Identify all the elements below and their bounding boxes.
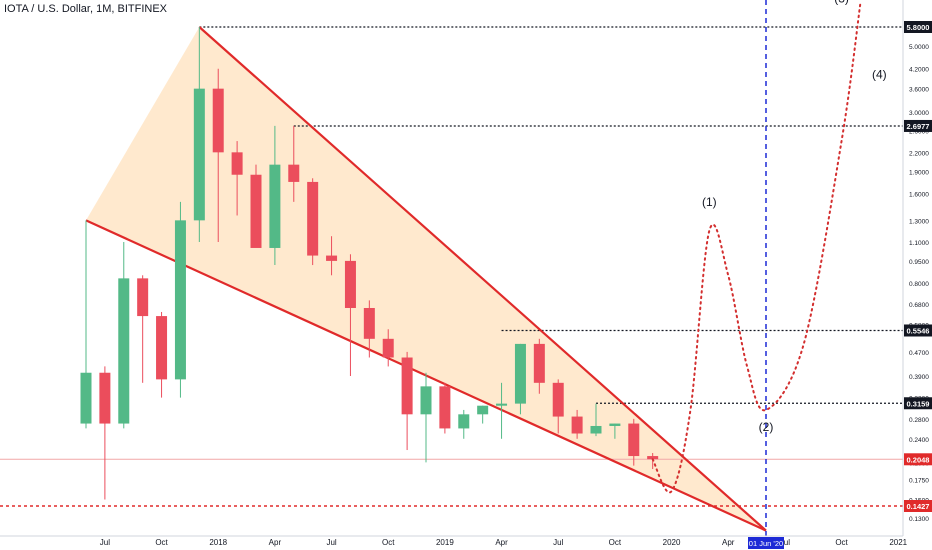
y-tick-label: 0.4700	[909, 350, 929, 357]
x-tick-label: 2020	[663, 538, 681, 547]
candle-body[interactable]	[477, 405, 489, 415]
price-badge	[904, 500, 932, 512]
wave-label: (4)	[872, 67, 887, 81]
y-tick-label: 0.3900	[909, 374, 929, 381]
candle-body[interactable]	[496, 403, 508, 406]
y-tick-label: 1.9000	[909, 169, 929, 176]
price-badge	[904, 397, 932, 410]
candle-body[interactable]	[647, 456, 659, 460]
x-tick-label: Jul	[553, 538, 563, 547]
candle-body[interactable]	[590, 425, 602, 434]
candle-body[interactable]	[533, 343, 545, 383]
y-tick-label: 0.1750	[909, 478, 929, 485]
x-tick-label: Oct	[155, 538, 168, 547]
candle-body[interactable]	[118, 278, 130, 424]
upper-trendline[interactable]	[198, 26, 767, 532]
price-badge	[904, 119, 932, 132]
candle-body[interactable]	[514, 343, 526, 404]
y-tick-label: 2.2000	[909, 150, 929, 157]
price-badge	[904, 324, 932, 337]
wave-label: (3)	[834, 0, 849, 6]
y-tick-label: 1.1000	[909, 240, 929, 247]
price-badge-label: 2.6977	[907, 122, 930, 131]
candle-body[interactable]	[401, 357, 413, 415]
price-badge-label: 0.3159	[907, 399, 930, 408]
candle-body[interactable]	[609, 423, 621, 426]
candle-body[interactable]	[628, 423, 640, 457]
price-badge-label: 0.2048	[907, 455, 930, 464]
x-tick-label: Oct	[609, 538, 622, 547]
x-tick-label: Jul	[780, 538, 790, 547]
candle-body[interactable]	[174, 220, 186, 380]
candle-body[interactable]	[269, 164, 281, 248]
candle-body[interactable]	[439, 386, 451, 429]
y-tick-label: 3.0000	[909, 110, 929, 117]
x-tick-label: Apr	[722, 538, 735, 547]
candle-body[interactable]	[326, 255, 338, 261]
candle-body[interactable]	[307, 181, 319, 256]
date-badge-label: 01 Jun '20	[749, 539, 783, 548]
date-badge	[748, 537, 784, 549]
candle-body[interactable]	[571, 416, 583, 434]
price-badge-label: 0.1427	[907, 502, 930, 511]
x-tick-label: Oct	[382, 538, 395, 547]
wave-label: (1)	[702, 195, 717, 209]
y-tick-label: 0.6800	[909, 302, 929, 309]
x-tick-label: 2019	[436, 538, 454, 547]
candle-body[interactable]	[382, 338, 394, 358]
y-tick-label: 2.6000	[909, 129, 929, 136]
y-tick-label: 0.2400	[909, 437, 929, 444]
wave-label: (2)	[759, 420, 774, 434]
chart-title: IOTA / U.S. Dollar, 1M, BITFINEX	[4, 3, 167, 15]
candle-body[interactable]	[250, 174, 262, 248]
candle-body[interactable]	[363, 307, 375, 339]
y-tick-label: 1.6000	[909, 192, 929, 199]
y-tick-label: 0.8000	[909, 281, 929, 288]
x-tick-label: Apr	[495, 538, 508, 547]
x-tick-label: 2021	[889, 538, 907, 547]
candle-body[interactable]	[288, 164, 300, 182]
price-badge	[904, 21, 932, 33]
x-tick-label: 2018	[209, 538, 227, 547]
candle-body[interactable]	[552, 382, 564, 417]
candle-body[interactable]	[458, 414, 470, 429]
candle-body[interactable]	[193, 88, 205, 221]
candle-body[interactable]	[156, 316, 168, 380]
price-badge-label: 5.8000	[907, 23, 930, 32]
x-tick-label: Oct	[835, 538, 848, 547]
candle-body[interactable]	[99, 372, 111, 424]
y-tick-label: 0.1300	[909, 516, 929, 523]
x-tick-label: Apr	[269, 538, 282, 547]
candle-body[interactable]	[212, 88, 224, 153]
projection-path	[651, 1, 862, 494]
candle-body[interactable]	[231, 152, 243, 175]
candle-body[interactable]	[420, 386, 432, 415]
price-badge-label: 0.5546	[907, 326, 930, 335]
candle-body[interactable]	[344, 260, 356, 308]
candle-body[interactable]	[80, 372, 92, 424]
candle-body[interactable]	[137, 278, 149, 317]
y-tick-label: 5.0000	[909, 44, 929, 51]
x-tick-label: Jul	[100, 538, 110, 547]
y-tick-label: 0.2800	[909, 417, 929, 424]
y-tick-label: 4.2000	[909, 67, 929, 74]
y-tick-label: 3.6000	[909, 87, 929, 94]
y-tick-label: 1.3000	[909, 218, 929, 225]
price-badge	[904, 453, 932, 466]
y-tick-label: 0.9500	[909, 259, 929, 266]
x-tick-label: Jul	[326, 538, 336, 547]
